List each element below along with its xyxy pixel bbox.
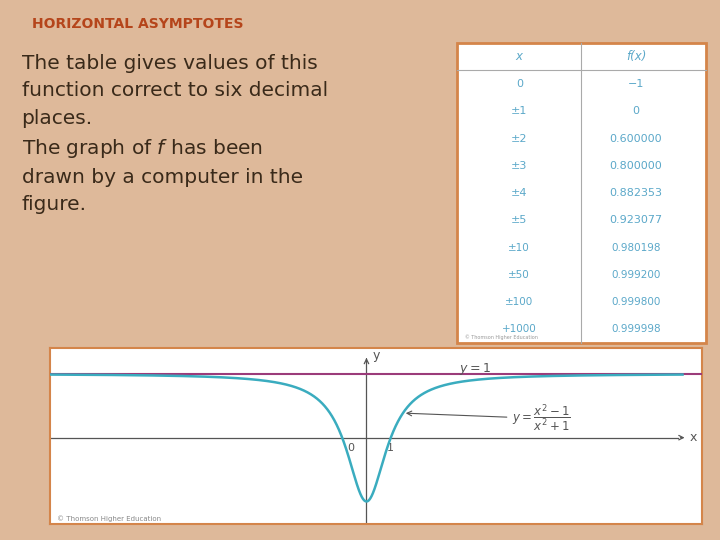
Text: © Thomson Higher Education: © Thomson Higher Education — [464, 334, 538, 340]
Text: y: y — [372, 349, 380, 362]
Text: ±10: ±10 — [508, 242, 530, 253]
Text: $y=\dfrac{x^2-1}{x^2+1}$: $y=\dfrac{x^2-1}{x^2+1}$ — [407, 403, 571, 434]
Text: ±1: ±1 — [511, 106, 528, 116]
Text: 0: 0 — [516, 79, 523, 89]
Text: HORIZONTAL ASYMPTOTES: HORIZONTAL ASYMPTOTES — [32, 17, 244, 31]
Text: ±5: ±5 — [511, 215, 528, 225]
Text: ±2: ±2 — [511, 133, 528, 144]
Text: ±3: ±3 — [511, 161, 528, 171]
Text: +1000: +1000 — [502, 325, 536, 334]
Text: −1: −1 — [628, 79, 644, 89]
Text: ±4: ±4 — [511, 188, 528, 198]
Text: 0.999800: 0.999800 — [611, 297, 661, 307]
Text: 0: 0 — [633, 106, 639, 116]
Text: ±100: ±100 — [505, 297, 534, 307]
Text: The table gives values of this
function correct to six decimal
places.
The graph: The table gives values of this function … — [22, 54, 328, 214]
Text: ±50: ±50 — [508, 270, 530, 280]
Text: x: x — [516, 50, 523, 63]
Text: 0.999998: 0.999998 — [611, 325, 661, 334]
Text: 0.600000: 0.600000 — [610, 133, 662, 144]
Text: 0.882353: 0.882353 — [610, 188, 662, 198]
Text: 1: 1 — [387, 443, 395, 453]
Text: f(x): f(x) — [626, 50, 647, 63]
Text: x: x — [690, 431, 697, 444]
Text: 0.999200: 0.999200 — [611, 270, 661, 280]
Text: 0.980198: 0.980198 — [611, 242, 661, 253]
Text: $y = 1$: $y = 1$ — [459, 361, 490, 377]
Text: 0.923077: 0.923077 — [610, 215, 662, 225]
Text: 0.800000: 0.800000 — [610, 161, 662, 171]
Text: 0: 0 — [347, 443, 354, 453]
Text: © Thomson Higher Education: © Thomson Higher Education — [57, 515, 161, 522]
